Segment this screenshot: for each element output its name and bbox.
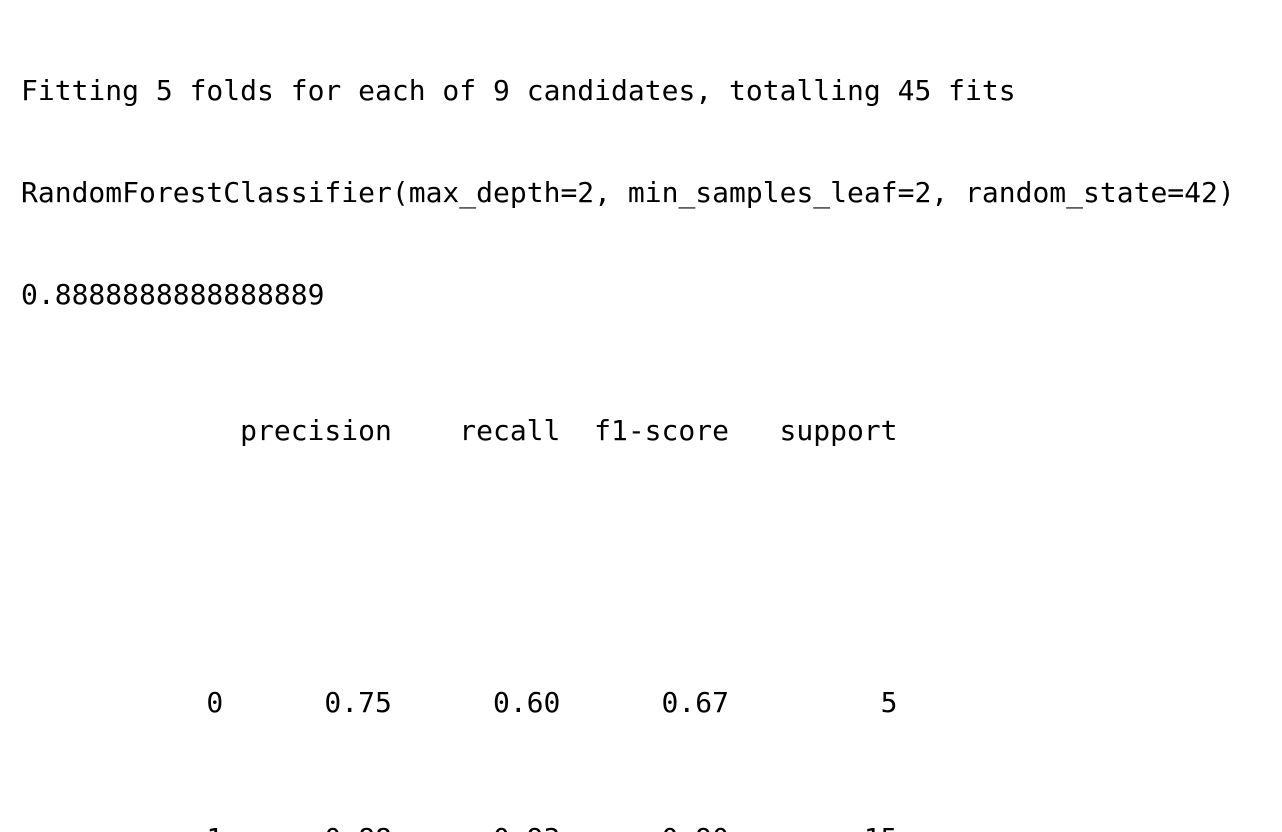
- header-recall: recall: [459, 414, 561, 447]
- row-precision: 0.88: [223, 822, 391, 832]
- row-support: 15: [729, 822, 898, 832]
- blank-line: [21, 550, 1235, 584]
- report-header-row: precision recall f1-score support: [21, 414, 1235, 448]
- cell-output: Fitting 5 folds for each of 9 candidates…: [21, 6, 1235, 832]
- gridsearch-fitting-line: Fitting 5 folds for each of 9 candidates…: [21, 74, 1016, 107]
- best-estimator-line: RandomForestClassifier(max_depth=2, min_…: [21, 176, 1235, 209]
- report-row-class-1: 10.880.930.9015: [21, 822, 1235, 832]
- row-label: 0: [206, 686, 224, 719]
- best-score-line: 0.8888888888888889: [21, 278, 325, 311]
- row-recall: 0.60: [492, 686, 561, 719]
- row-support: 5: [880, 686, 898, 719]
- row-label: 1: [21, 822, 223, 832]
- row-recall: 0.93: [392, 822, 560, 832]
- header-f1-score: f1-score: [594, 414, 729, 447]
- report-row-class-0: 0 0.75 0.60 0.67 5: [21, 686, 1235, 720]
- header-precision: precision: [240, 414, 392, 447]
- row-f1-score: 0.67: [661, 686, 729, 719]
- row-f1-score: 0.90: [560, 822, 729, 832]
- row-precision: 0.75: [324, 686, 392, 719]
- header-support: support: [779, 414, 898, 447]
